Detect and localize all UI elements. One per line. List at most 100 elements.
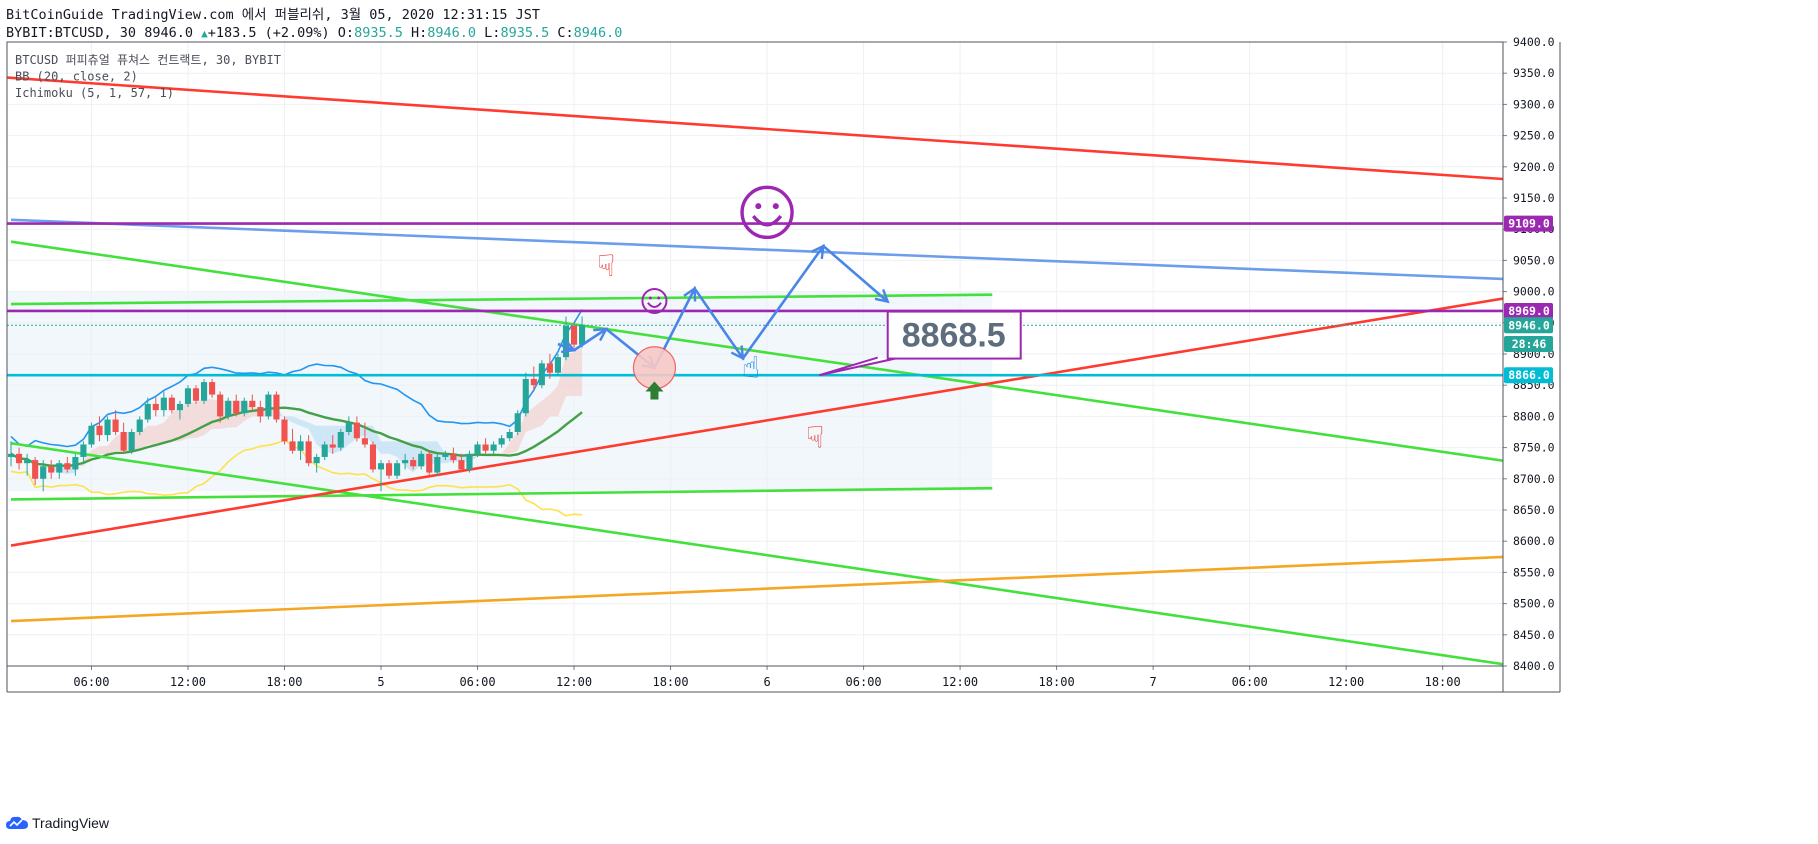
x-tick-label: 06:00 — [459, 675, 495, 689]
x-tick-label: 18:00 — [1425, 675, 1461, 689]
ichimoku-cloud-segment — [517, 413, 526, 451]
legend-entry: BTCUSD 퍼피츄얼 퓨쳐스 컨트랙트, 30, BYBIT — [15, 53, 281, 67]
forecast-arrowhead — [811, 244, 825, 260]
candle-body — [192, 388, 200, 401]
forecast-arrowhead — [560, 339, 577, 354]
price-tag — [1504, 302, 1553, 319]
y-tick-label: 8600.0 — [1513, 534, 1555, 548]
trend-line — [11, 293, 993, 306]
y-tick-label: 9000.0 — [1513, 285, 1555, 299]
ichimoku-cloud-segment — [501, 442, 510, 454]
tradingview-logo[interactable]: TradingView — [6, 815, 109, 831]
up-arrow-marker-icon — [645, 381, 664, 400]
forecast-arrowhead — [730, 345, 745, 361]
ichimoku-cloud-segment — [509, 432, 518, 454]
candle-body — [209, 382, 216, 395]
candle-body — [40, 466, 47, 479]
candle-body — [466, 453, 473, 470]
candle-body — [377, 463, 385, 470]
candle-body — [554, 357, 562, 373]
candle-body — [434, 456, 441, 473]
price-tag — [1504, 336, 1553, 353]
candle-body — [297, 441, 304, 451]
candle-body — [281, 419, 288, 442]
chart-header: BitCoinGuide TradingView.com 에서 퍼블리쉬, 3월… — [6, 6, 622, 43]
y-tick-label: 8700.0 — [1513, 472, 1555, 486]
smiley-mouth — [647, 302, 662, 308]
candle-body — [546, 363, 553, 373]
candle-body — [200, 382, 208, 401]
price-tag-label: 8866.0 — [1508, 368, 1550, 382]
y-tick-label: 9200.0 — [1513, 160, 1555, 174]
candle-body — [176, 403, 183, 411]
candle-body — [225, 400, 232, 417]
forecast-arrowhead — [683, 286, 697, 302]
candle-body — [144, 403, 151, 420]
y-tick-label: 8500.0 — [1513, 597, 1555, 611]
trend-line — [10, 555, 1503, 623]
x-tick-label: 12:00 — [942, 675, 978, 689]
trend-line — [11, 486, 993, 501]
ichimoku-cloud-segment — [171, 407, 180, 442]
x-tick-label: 5 — [377, 675, 384, 689]
x-tick-label: 6 — [763, 675, 770, 689]
y-tick-label: 9250.0 — [1513, 129, 1555, 143]
brand-name: TradingView — [32, 815, 110, 831]
candle-body — [329, 444, 336, 448]
candle-body — [369, 444, 377, 470]
candle-body — [289, 441, 296, 451]
candle-body — [570, 325, 578, 345]
ichimoku-cloud-segment — [381, 441, 390, 454]
x-tick-label: 12:00 — [170, 675, 206, 689]
candle-body — [345, 422, 352, 432]
bb-lower-band — [10, 439, 583, 517]
candle-body — [498, 438, 505, 445]
candle-body — [410, 460, 417, 467]
ichimoku-cloud-segment — [196, 399, 205, 439]
callout-box — [886, 310, 1022, 360]
price-tag-label: 9109.0 — [1508, 217, 1550, 231]
ichimoku-cloud-segment — [557, 354, 566, 417]
candle-body — [136, 419, 143, 432]
open-value: 8935.5 — [354, 25, 403, 41]
y-tick-label: 9400.0 — [1513, 35, 1555, 49]
candle-body — [442, 453, 449, 457]
bb-basis — [10, 406, 583, 468]
candle-body — [273, 394, 280, 420]
x-tick-label: 06:00 — [73, 675, 109, 689]
pointing-down-hand-icon: ☟ — [597, 249, 615, 284]
y-tick-label: 9300.0 — [1513, 97, 1555, 111]
candle-body — [88, 425, 95, 445]
ichimoku-cloud-segment — [574, 347, 583, 397]
ichimoku-cloud-segment — [163, 413, 172, 442]
candle-body — [450, 453, 457, 461]
candle-body — [24, 460, 31, 464]
candle-body — [538, 363, 545, 386]
candle-body — [385, 463, 393, 476]
candle-body — [16, 453, 23, 464]
ichimoku-cloud-segment — [389, 441, 398, 457]
callout-text: 8868.5 — [902, 317, 1006, 355]
ichimoku-cloud-segment — [187, 402, 197, 439]
candle-body — [257, 407, 264, 417]
trend-line — [10, 218, 1503, 281]
y-tick-label: 8800.0 — [1513, 409, 1555, 423]
candle-body — [104, 419, 111, 436]
ichimoku-cloud-segment — [284, 416, 293, 423]
candle-body — [64, 463, 71, 470]
change-value: +183.5 (+2.09%) — [207, 25, 330, 41]
last-price: 8946.0 — [144, 25, 193, 41]
ichimoku-cloud-segment — [147, 425, 156, 445]
candle-body — [56, 463, 63, 473]
ichimoku-cloud-segment — [99, 446, 108, 454]
candle-body — [321, 444, 328, 457]
forecast-path — [557, 244, 889, 370]
symbol-label: BYBIT:BTCUSD, 30 — [6, 25, 137, 41]
candle-body — [579, 325, 586, 345]
candle-body — [361, 438, 368, 445]
smiley-face-icon — [641, 287, 668, 314]
candle-body — [233, 400, 240, 414]
projection-zone — [7, 291, 993, 492]
bb-upper-band — [10, 309, 583, 448]
